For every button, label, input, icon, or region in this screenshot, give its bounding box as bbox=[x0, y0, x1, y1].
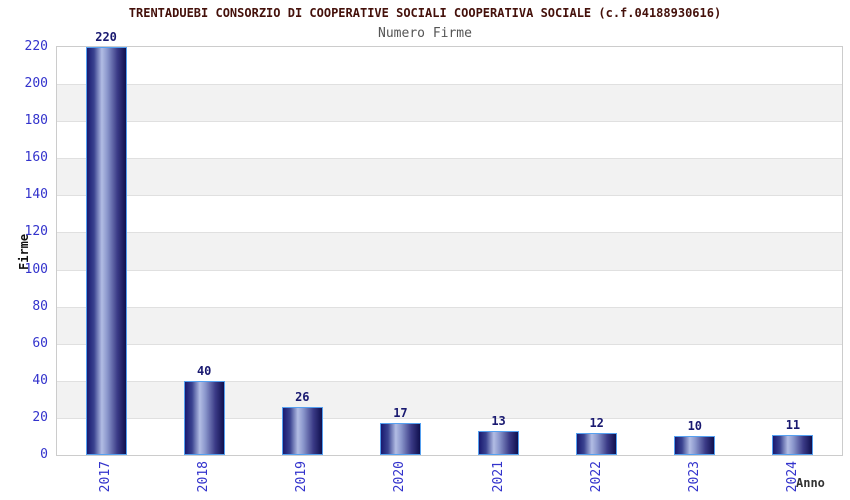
gridline bbox=[57, 380, 842, 382]
bar-value-label: 40 bbox=[196, 364, 212, 378]
y-tick-label: 100 bbox=[24, 261, 48, 277]
bar-value-label: 17 bbox=[393, 406, 408, 420]
y-tick-label: 220 bbox=[24, 39, 48, 54]
background-band bbox=[57, 158, 842, 196]
background-band bbox=[57, 84, 842, 122]
plot-area bbox=[56, 46, 843, 456]
x-tick-label: 2020 bbox=[392, 461, 408, 493]
bar bbox=[772, 435, 814, 455]
background-band bbox=[57, 380, 842, 418]
gridline bbox=[57, 84, 842, 86]
x-axis-title: Anno bbox=[796, 476, 825, 490]
gridline bbox=[57, 269, 842, 271]
y-tick-label: 80 bbox=[32, 298, 48, 314]
background-band bbox=[57, 306, 842, 344]
y-tick-label: 160 bbox=[24, 150, 48, 166]
x-tick-label: 2017 bbox=[98, 461, 114, 493]
gridline bbox=[57, 417, 842, 419]
y-tick-label: 0 bbox=[40, 447, 48, 462]
y-tick-label: 180 bbox=[24, 113, 48, 129]
y-tick-label: 40 bbox=[32, 372, 48, 388]
gridline bbox=[57, 232, 842, 234]
gridline bbox=[57, 195, 842, 197]
y-tick-label: 140 bbox=[24, 187, 48, 203]
bar bbox=[281, 407, 323, 455]
gridline bbox=[57, 306, 842, 308]
y-tick-label: 20 bbox=[32, 409, 48, 425]
bar bbox=[576, 433, 618, 455]
x-tick-label: 2021 bbox=[490, 461, 506, 493]
bar-value-label: 220 bbox=[95, 30, 117, 44]
x-tick-label: 2023 bbox=[686, 461, 702, 493]
bar bbox=[478, 431, 520, 455]
y-tick-label: 120 bbox=[24, 224, 48, 240]
chart-subtitle: Numero Firme bbox=[378, 26, 472, 41]
bar bbox=[183, 381, 225, 455]
bar-value-label: 11 bbox=[785, 418, 801, 432]
bar-value-label: 12 bbox=[589, 416, 604, 430]
y-tick-label: 60 bbox=[32, 335, 48, 351]
bar bbox=[674, 436, 716, 455]
gridline bbox=[57, 343, 842, 345]
bar-value-label: 13 bbox=[491, 414, 506, 428]
gridline bbox=[57, 121, 842, 123]
x-tick-label: 2018 bbox=[196, 461, 212, 493]
x-tick-label: 2022 bbox=[588, 461, 604, 493]
gridline bbox=[57, 158, 842, 160]
chart-title: TRENTADUEBI CONSORZIO DI COOPERATIVE SOC… bbox=[128, 6, 722, 20]
bar-value-label: 26 bbox=[295, 390, 310, 404]
y-tick-label: 200 bbox=[24, 76, 48, 92]
background-band bbox=[57, 232, 842, 270]
x-tick-label: 2019 bbox=[294, 461, 310, 493]
bar-value-label: 10 bbox=[687, 419, 703, 433]
bar bbox=[379, 423, 421, 455]
bar bbox=[85, 47, 127, 455]
